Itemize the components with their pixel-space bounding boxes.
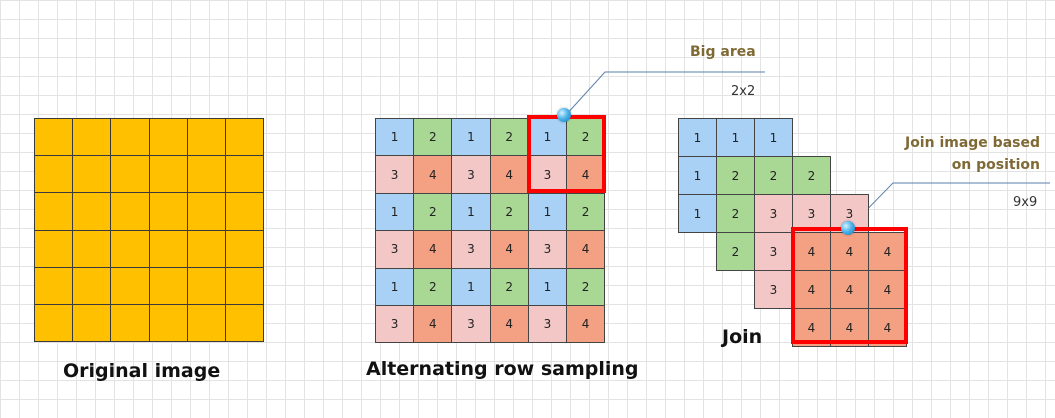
big-area-callout-line xyxy=(564,71,765,117)
join-cell: 2 xyxy=(716,156,755,195)
original-image-cell xyxy=(34,304,74,343)
original-image-cell xyxy=(148,118,188,157)
original-image-cell xyxy=(225,229,265,268)
sampling-cell: 2 xyxy=(413,267,453,306)
original-image-cell xyxy=(148,229,188,268)
sampling-cell: 1 xyxy=(451,192,491,232)
sampling-cell: 4 xyxy=(413,155,453,194)
original-image-cell xyxy=(110,155,150,194)
sampling-cell: 2 xyxy=(413,118,453,157)
original-image-cell xyxy=(34,155,74,194)
join-cell: 1 xyxy=(678,194,717,233)
original-image-cell xyxy=(34,118,74,157)
original-image-cell xyxy=(148,304,188,343)
join-cell: 4 xyxy=(830,270,869,309)
join-callout-title-line1: Join image based xyxy=(904,135,1040,151)
big-area-highlight xyxy=(527,115,606,193)
original-image-cell xyxy=(72,229,112,268)
sampling-cell: 1 xyxy=(527,267,567,306)
join-cell: 2 xyxy=(792,156,831,195)
sampling-cell: 2 xyxy=(566,267,606,306)
join-callout-dot xyxy=(841,221,855,235)
original-image-cell xyxy=(148,155,188,194)
join-highlight xyxy=(791,227,908,344)
sampling-cell: 4 xyxy=(413,230,453,269)
original-image-cell xyxy=(225,155,265,194)
sampling-cell: 2 xyxy=(566,118,606,157)
sampling-cell: 4 xyxy=(566,230,606,269)
sampling-cell: 3 xyxy=(451,155,491,194)
original-image-cell xyxy=(225,192,265,231)
sampling-cell: 4 xyxy=(489,305,529,344)
big-area-callout-value: 2x2 xyxy=(731,84,756,99)
sampling-cell: 4 xyxy=(413,305,453,344)
original-image-cell xyxy=(225,118,265,157)
join-cell: 1 xyxy=(678,156,717,195)
original-image-cell xyxy=(72,118,112,157)
original-image-cell xyxy=(72,155,112,194)
original-image-cell xyxy=(72,192,112,231)
sampling-cell: 2 xyxy=(489,192,529,232)
join-cell: 2 xyxy=(716,232,755,271)
sampling-cell: 2 xyxy=(489,118,529,157)
join-cell: 2 xyxy=(716,194,755,233)
original-image-cell xyxy=(186,192,226,231)
sampling-cell: 4 xyxy=(489,230,529,269)
original-image-cell xyxy=(186,155,226,194)
original-image-cell xyxy=(186,266,226,305)
original-image-cell xyxy=(225,304,265,343)
sampling-cell: 2 xyxy=(566,192,606,232)
sampling-cell: 3 xyxy=(527,230,567,269)
sampling-cell: 3 xyxy=(451,305,491,344)
original-image-cell xyxy=(72,304,112,343)
join-cell: 1 xyxy=(716,118,755,157)
original-image-cell xyxy=(110,304,150,343)
sampling-cell: 1 xyxy=(375,192,415,232)
join-cell: 3 xyxy=(754,232,793,271)
original-image-cell xyxy=(34,192,74,231)
sampling-cell: 1 xyxy=(375,267,415,306)
sampling-cell: 1 xyxy=(375,118,415,157)
sampling-cell: 3 xyxy=(527,305,567,344)
join-cell: 1 xyxy=(678,118,717,157)
join-callout-title-line2: on position xyxy=(951,157,1040,173)
join-cell: 3 xyxy=(754,194,793,233)
join-caption: Join xyxy=(722,326,763,348)
sampling-cell: 1 xyxy=(451,267,491,306)
sampling-caption: Alternating row sampling xyxy=(366,358,639,380)
sampling-cell: 4 xyxy=(489,155,529,194)
sampling-cell: 3 xyxy=(527,155,567,194)
big-area-callout-dot xyxy=(557,108,571,122)
original-image-caption: Original image xyxy=(63,360,221,382)
join-cell: 2 xyxy=(754,156,793,195)
sampling-cell: 4 xyxy=(566,305,606,344)
join-cell: 1 xyxy=(754,118,793,157)
original-image-cell xyxy=(34,266,74,305)
sampling-cell: 2 xyxy=(489,267,529,306)
join-cell: 4 xyxy=(868,232,907,271)
sampling-cell: 1 xyxy=(527,192,567,232)
original-image-cell xyxy=(186,118,226,157)
original-image-cell xyxy=(225,266,265,305)
original-image-cell xyxy=(110,192,150,231)
original-image-cell xyxy=(186,304,226,343)
original-image-cell xyxy=(110,118,150,157)
original-image-cell xyxy=(148,192,188,231)
original-image-cell xyxy=(110,266,150,305)
sampling-cell: 3 xyxy=(375,155,415,194)
original-image-cell xyxy=(186,229,226,268)
join-callout-value: 9x9 xyxy=(1013,195,1038,210)
original-image-cell xyxy=(72,266,112,305)
original-image-cell xyxy=(148,266,188,305)
original-image-cell xyxy=(110,229,150,268)
sampling-cell: 1 xyxy=(451,118,491,157)
original-image-cell xyxy=(34,229,74,268)
sampling-cell: 3 xyxy=(375,305,415,344)
big-area-callout-title: Big area xyxy=(690,44,756,60)
sampling-cell: 3 xyxy=(451,230,491,269)
sampling-cell: 3 xyxy=(375,230,415,269)
sampling-cell: 2 xyxy=(413,192,453,232)
join-cell: 3 xyxy=(754,270,793,309)
